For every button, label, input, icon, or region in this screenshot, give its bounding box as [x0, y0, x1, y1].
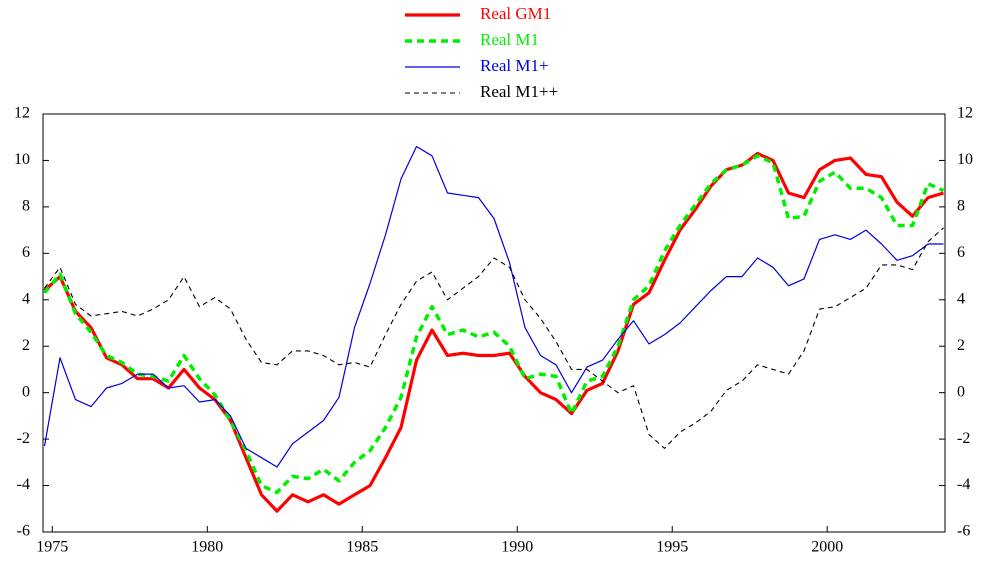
y-tick-label: -2 [17, 430, 30, 447]
x-tick-label: 1980 [191, 539, 223, 556]
y2-tick-label: 2 [957, 337, 965, 354]
y-tick-label: 8 [22, 198, 30, 215]
y2-tick-label: -6 [957, 523, 970, 540]
x-tick-label: 2000 [811, 539, 843, 556]
y2-tick-label: -2 [957, 430, 970, 447]
y-tick-label: 12 [14, 105, 30, 122]
y2-tick-label: -4 [957, 476, 970, 493]
plot-frame [42, 113, 946, 533]
y2-tick-label: 10 [957, 151, 973, 168]
series-line [43, 145, 944, 468]
x-tick-label: 1990 [501, 539, 533, 556]
x-tick-label: 1975 [36, 539, 68, 556]
x-tick-label: 1995 [656, 539, 688, 556]
legend-label: Real M1+ [480, 56, 549, 75]
y-tick-label: -4 [17, 476, 30, 493]
y2-tick-label: 8 [957, 198, 965, 215]
legend-label: Real GM1 [480, 4, 551, 23]
legend-label: Real M1 [480, 30, 539, 49]
y-tick-label: 10 [14, 151, 30, 168]
y2-tick-label: 0 [957, 383, 965, 400]
y-tick-label: 6 [22, 244, 30, 261]
series-line [43, 154, 945, 495]
x-tick-label: 1985 [346, 539, 378, 556]
y-tick-label: -6 [17, 523, 30, 540]
y2-tick-label: 4 [957, 290, 965, 307]
y2-tick-label: 12 [957, 105, 973, 122]
y-tick-label: 4 [22, 290, 30, 307]
legend-label: Real M1++ [480, 82, 558, 101]
y2-tick-label: 6 [957, 244, 965, 261]
series-line [44, 227, 944, 449]
y-tick-label: 0 [22, 383, 30, 400]
y-tick-label: 2 [22, 337, 30, 354]
series-line [43, 151, 944, 513]
